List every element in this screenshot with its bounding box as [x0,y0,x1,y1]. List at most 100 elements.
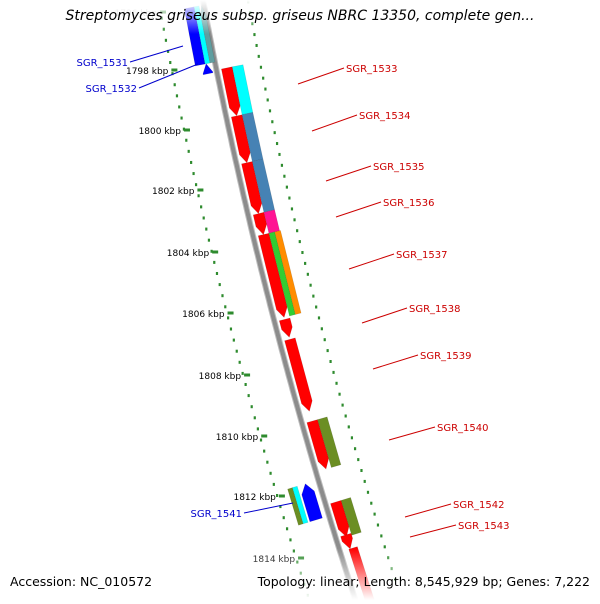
right-track-dot [315,305,318,309]
right-track-dot [341,403,344,407]
gene-labels: SGR_1531 SGR_1532 SGR_1533 SGR_1534 SGR_1535… [77,58,510,532]
left-track-dot [272,482,275,486]
chromosome-backbone [199,0,360,604]
ruler-tick [212,250,219,254]
right-track-dot [255,43,258,47]
right-track-dot [347,425,350,429]
right-track-dot [383,545,386,549]
right-track-dot [268,109,272,113]
left-track-dot [250,405,253,409]
right-track-dot [335,381,338,385]
left-track-dot [171,72,174,76]
gene-sgr-1543[interactable] [340,532,353,550]
gene-label-sgr-1537[interactable]: SGR_1537 [396,250,448,261]
right-track-dot [344,414,347,418]
gene-label-sgr-1536[interactable]: SGR_1536 [383,198,435,209]
right-track-dot [380,534,383,538]
left-track-dot [224,305,227,309]
gene-label-sgr-1531[interactable]: SGR_1531 [77,58,129,69]
left-track-dot [289,538,292,542]
ruler-label: 1802 kbp [152,187,195,197]
right-track-dot [338,392,341,396]
gene-label-sgr-1542[interactable]: SGR_1542 [453,500,505,511]
left-track-dot [205,227,208,231]
right-track-dot [271,120,274,124]
gene-segment [230,114,251,164]
right-track-dot [306,272,309,276]
gene-sgr-1537[interactable] [257,230,302,318]
right-track-dot [266,98,269,102]
leader-line [372,354,419,370]
left-track-dot [185,138,188,142]
leader-line [129,45,184,63]
ruler-label: 1800 kbp [139,127,182,137]
left-track-dot [285,527,289,531]
left-track-dot [247,394,250,398]
ruler-tick [171,68,178,72]
right-track-dot [257,54,260,58]
gene-label-sgr-1533[interactable]: SGR_1533 [346,64,398,75]
right-track-dot [360,469,363,473]
gene-segment [340,497,362,536]
left-track-dot [169,61,172,65]
ruler-label: 1798 kbp [126,67,169,77]
leader-line [311,114,358,132]
gene-label-sgr-1543[interactable]: SGR_1543 [458,521,510,532]
left-track-dot [238,360,241,364]
gene-label-sgr-1540[interactable]: SGR_1540 [437,423,489,434]
left-track-dot [235,349,238,353]
gene-label-sgr-1541[interactable]: SGR_1541 [191,509,243,520]
left-track-dot [210,249,213,253]
right-track-dot [376,523,380,527]
gene-segment [292,485,309,525]
left-track-dot [192,172,195,176]
gene-segment [330,500,350,538]
gene-label-sgr-1532[interactable]: SGR_1532 [86,84,138,95]
gene-sgr-1536[interactable] [252,209,280,236]
left-track-dot [202,216,205,220]
right-track-dot [373,512,376,516]
right-track-dot [273,131,276,135]
gene-sgr-1542[interactable] [330,497,362,538]
left-track-dot [279,505,282,509]
leader-line [404,503,452,518]
leader-line [409,524,457,538]
left-track-dot [178,105,181,109]
gene-label-sgr-1534[interactable]: SGR_1534 [359,111,411,122]
gene-sgr-1538[interactable] [278,317,293,338]
gene-sgr-1540[interactable] [306,416,342,470]
gene-segment [278,317,293,338]
gene-sgr-1532[interactable] [202,63,214,76]
right-track-dot [329,359,332,363]
leader-line [348,253,395,270]
gene-segment [202,63,214,76]
left-track-dot [244,383,247,387]
left-track-dot [232,338,235,342]
gene-label-sgr-1535[interactable]: SGR_1535 [373,162,425,173]
ruler-tick [183,128,190,132]
gene-sgr-1541[interactable] [287,483,323,526]
ruler-tick [278,494,285,498]
leader-line [243,502,294,514]
left-track-dot [190,160,193,164]
leader-line [138,63,199,89]
gene-segment [221,66,241,117]
right-track-dot [259,65,263,69]
genome-summary-text: Topology: linear; Length: 8,545,929 bp; … [257,574,590,589]
gene-segment [317,416,342,468]
leader-line [335,201,382,218]
left-track-dot [229,327,233,331]
ruler-label: 1808 kbp [199,372,242,382]
right-track-dot [275,142,279,146]
gene-segment [241,161,263,215]
left-track-dot [221,294,224,298]
gene-label-sgr-1538[interactable]: SGR_1538 [409,304,461,315]
gene-label-sgr-1539[interactable]: SGR_1539 [420,351,472,362]
left-track-dot [182,127,186,131]
ruler-label: 1806 kbp [182,310,225,320]
right-track-dot [363,479,366,483]
left-track-dot [241,371,244,375]
gene-sgr-1539[interactable] [284,337,313,412]
left-track-dot [200,205,203,209]
left-track-dot [282,516,285,520]
